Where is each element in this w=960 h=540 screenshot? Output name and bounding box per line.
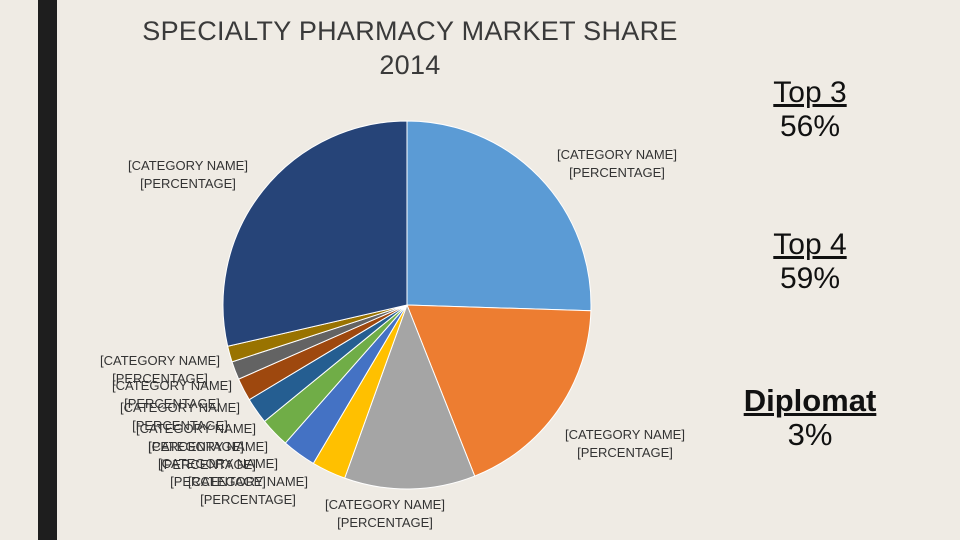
stat-diplomat-label: Diplomat (743, 383, 877, 418)
slice-percentage-label: [PERCENTAGE] (160, 457, 256, 472)
slice-percentage-label: [PERCENTAGE] (170, 474, 266, 489)
slice-category-label: [CATEGORY NAME] (112, 378, 232, 393)
slice-category-label: [CATEGORY NAME] (136, 421, 256, 436)
slice-category-label: [CATEGORY NAME] (128, 158, 248, 173)
slice-category-label: [CATEGORY NAME] (188, 474, 308, 489)
slice-category-label: [CATEGORY NAME] (100, 353, 220, 368)
chart-title-line: 2014 (379, 50, 441, 80)
slice-percentage-label: [PERCENTAGE] (124, 396, 220, 411)
chart-title-line: SPECIALTY PHARMACY MARKET SHARE (142, 16, 678, 46)
slice-percentage-label: [PERCENTAGE] (132, 418, 228, 433)
stat-top4-value: 59% (779, 262, 841, 295)
slice-category-label: [CATEGORY NAME] (557, 147, 677, 162)
stat-diplomat-value: 3% (787, 417, 833, 452)
stat-top3: Top 3 56% (750, 76, 870, 144)
slice-percentage-label: [PERCENTAGE] (112, 371, 208, 386)
slice-percentage-label: [PERCENTAGE] (569, 165, 665, 180)
slice-percentage-label: [PERCENTAGE] (337, 515, 433, 530)
stat-top4: Top 4 59% (750, 228, 870, 296)
stat-top4-label: Top 4 (773, 228, 847, 261)
slice-percentage-label: [PERCENTAGE] (148, 439, 244, 454)
slice-category-label: [CATEGORY NAME] (120, 400, 240, 415)
slice-percentage-label: [PERCENTAGE] (577, 445, 673, 460)
slice-category-label: [CATEGORY NAME] (158, 456, 278, 471)
left-accent-bar (38, 0, 57, 540)
slice-percentage-label: [PERCENTAGE] (140, 176, 236, 191)
stat-diplomat: Diplomat 3% (720, 384, 900, 452)
slice-category-label: [CATEGORY NAME] (325, 497, 445, 512)
chart-title: SPECIALTY PHARMACY MARKET SHARE 2014 (110, 14, 710, 82)
stat-top3-label: Top 3 (773, 76, 847, 109)
stat-top3-value: 56% (779, 110, 841, 143)
pie-slice (406, 304, 592, 477)
pie-slice (406, 120, 592, 312)
slice-percentage-label: [PERCENTAGE] (200, 492, 296, 507)
slice-category-label: [CATEGORY NAME] (565, 427, 685, 442)
slice-category-label: [CATEGORY NAME] (148, 439, 268, 454)
pie-slice (344, 303, 476, 490)
pie-slice (222, 120, 408, 347)
